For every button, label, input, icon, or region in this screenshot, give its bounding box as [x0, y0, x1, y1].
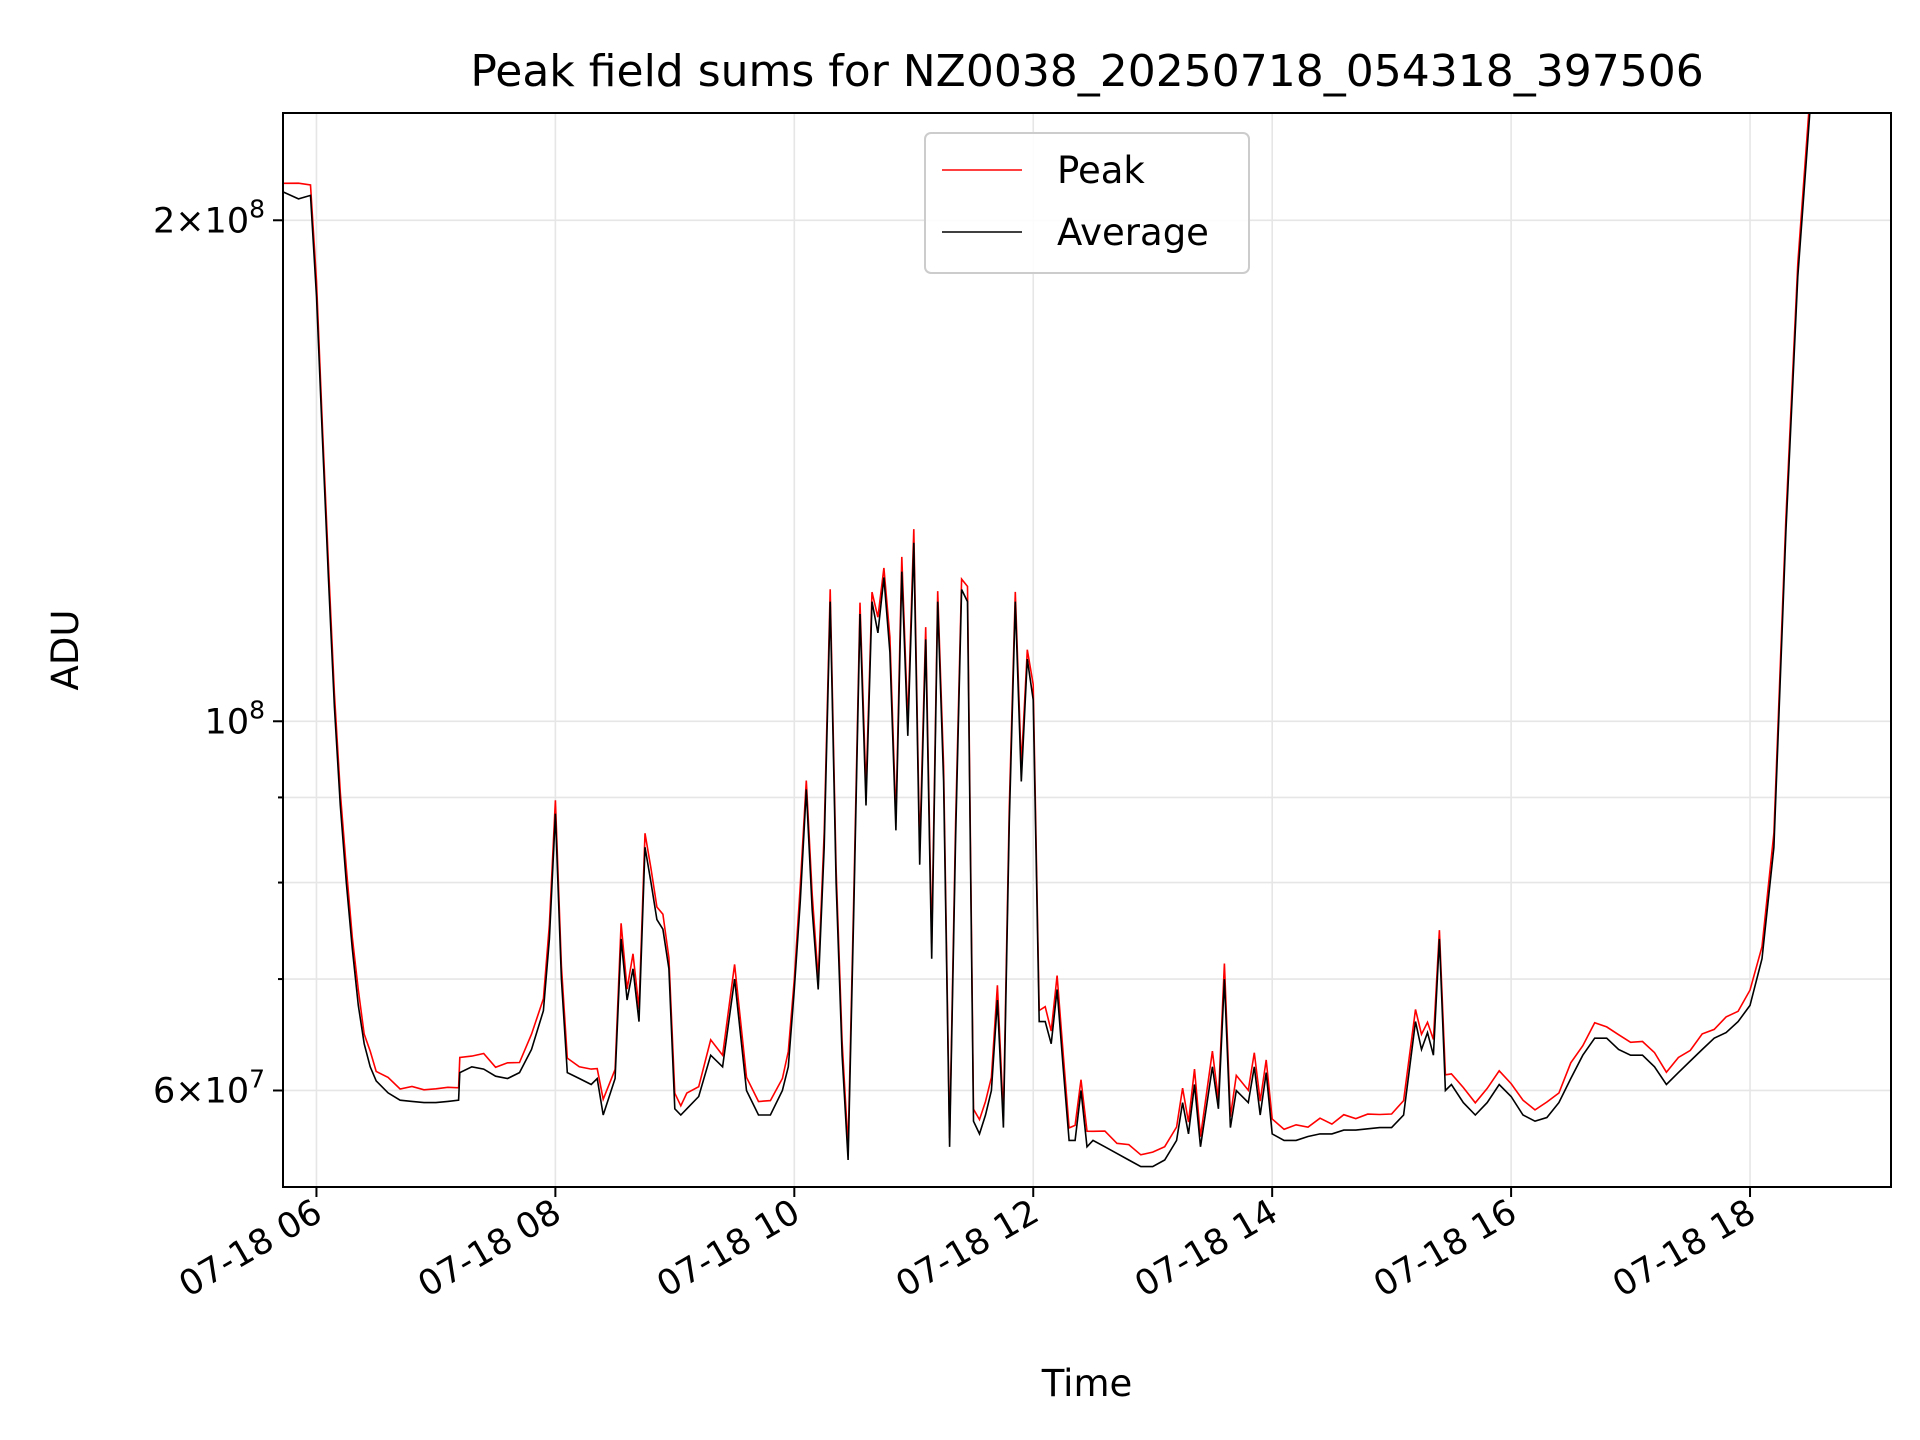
x-tick-label: 07-18 10 [651, 1192, 807, 1305]
x-tick-label: 07-18 12 [889, 1192, 1045, 1305]
plot-frame [282, 112, 1892, 1188]
series-line-average [283, 113, 1811, 1168]
x-axis-label: Time [1041, 1362, 1133, 1405]
grid-layer [283, 113, 1891, 1187]
x-tick-label: 07-18 16 [1367, 1192, 1523, 1305]
x-tick-label: 07-18 06 [173, 1192, 329, 1305]
x-tick-label: 07-18 14 [1128, 1192, 1284, 1305]
chart-title: Peak field sums for NZ0038_20250718_0543… [470, 46, 1703, 97]
legend-box [924, 132, 1250, 274]
y-tick-label: 108 [205, 695, 265, 742]
legend-label-peak: Peak [1057, 149, 1145, 192]
series-layer [283, 113, 1811, 1168]
x-tick-label: 07-18 08 [412, 1192, 568, 1305]
legend: Peak Average [924, 132, 1250, 274]
y-tick-label: 2×108 [153, 194, 265, 241]
y-axis-label: ADU [44, 610, 87, 691]
y-tick-label: 6×107 [153, 1064, 265, 1111]
x-tick-label: 07-18 18 [1606, 1192, 1762, 1305]
legend-label-average: Average [1057, 211, 1209, 254]
